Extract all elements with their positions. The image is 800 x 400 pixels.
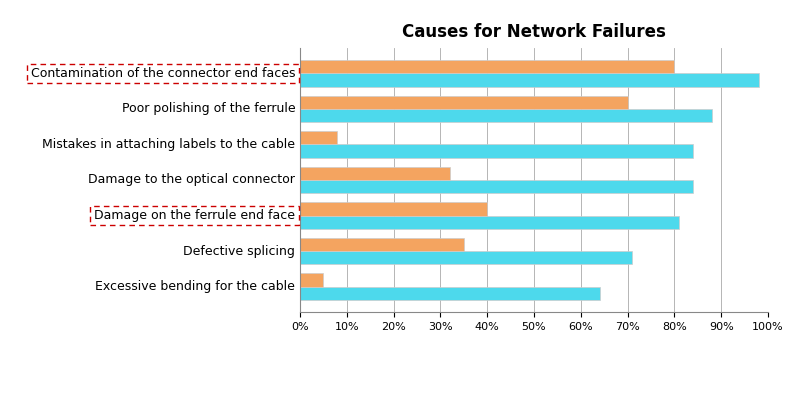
Bar <box>300 202 487 216</box>
Bar <box>300 60 674 74</box>
Bar <box>300 273 323 286</box>
Bar <box>300 144 693 158</box>
Bar <box>300 109 712 122</box>
Bar <box>300 251 632 264</box>
Title: Causes for Network Failures: Causes for Network Failures <box>402 23 666 41</box>
Bar <box>300 286 599 300</box>
Bar <box>300 96 627 109</box>
Bar <box>300 180 693 194</box>
Bar <box>300 238 464 251</box>
Bar <box>300 216 679 229</box>
Bar <box>300 131 338 144</box>
Bar <box>300 74 758 87</box>
Bar <box>300 166 450 180</box>
